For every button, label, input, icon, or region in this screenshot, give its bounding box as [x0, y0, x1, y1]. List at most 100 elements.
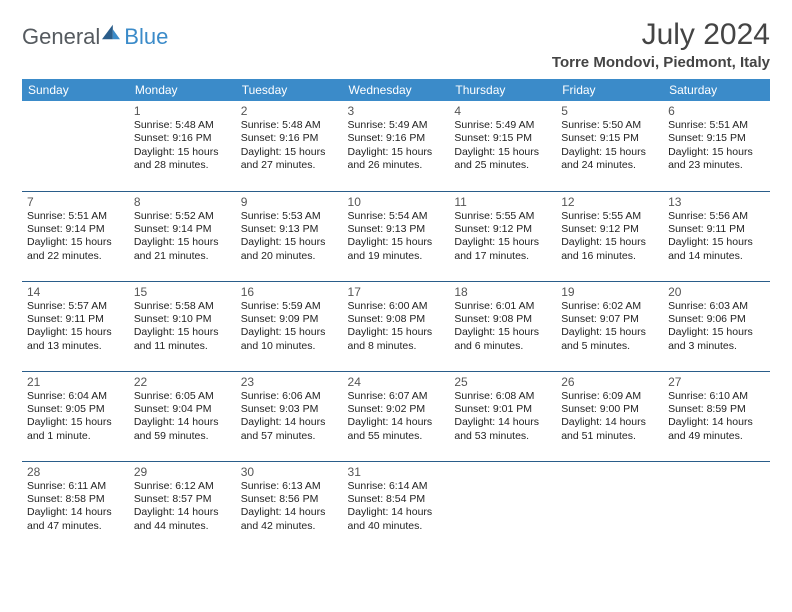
day-sunrise: Sunrise: 6:08 AM: [454, 390, 551, 403]
day-sunrise: Sunrise: 5:59 AM: [241, 300, 338, 313]
day-daylight1: Daylight: 14 hours: [241, 416, 338, 429]
day-number: 7: [27, 195, 124, 209]
calendar-day-cell: 15Sunrise: 5:58 AMSunset: 9:10 PMDayligh…: [129, 281, 236, 371]
day-daylight1: Daylight: 15 hours: [27, 326, 124, 339]
day-daylight2: and 57 minutes.: [241, 430, 338, 443]
calendar-day-cell: 22Sunrise: 6:05 AMSunset: 9:04 PMDayligh…: [129, 371, 236, 461]
day-number: 19: [561, 285, 658, 299]
day-sunrise: Sunrise: 5:58 AM: [134, 300, 231, 313]
day-sunset: Sunset: 9:13 PM: [348, 223, 445, 236]
day-daylight1: Daylight: 15 hours: [561, 236, 658, 249]
day-daylight2: and 26 minutes.: [348, 159, 445, 172]
day-number: 11: [454, 195, 551, 209]
day-number: 22: [134, 375, 231, 389]
day-daylight1: Daylight: 15 hours: [27, 236, 124, 249]
day-sunrise: Sunrise: 5:53 AM: [241, 210, 338, 223]
day-daylight1: Daylight: 15 hours: [27, 416, 124, 429]
calendar-day-cell: 1Sunrise: 5:48 AMSunset: 9:16 PMDaylight…: [129, 101, 236, 191]
calendar-day-cell: 24Sunrise: 6:07 AMSunset: 9:02 PMDayligh…: [343, 371, 450, 461]
day-sunrise: Sunrise: 5:48 AM: [241, 119, 338, 132]
calendar-day-cell: 11Sunrise: 5:55 AMSunset: 9:12 PMDayligh…: [449, 191, 556, 281]
day-daylight1: Daylight: 14 hours: [561, 416, 658, 429]
day-daylight2: and 22 minutes.: [27, 250, 124, 263]
day-daylight2: and 14 minutes.: [668, 250, 765, 263]
calendar-day-cell: 31Sunrise: 6:14 AMSunset: 8:54 PMDayligh…: [343, 461, 450, 551]
day-daylight1: Daylight: 15 hours: [241, 146, 338, 159]
weekday-header: Wednesday: [343, 79, 450, 101]
day-daylight2: and 13 minutes.: [27, 340, 124, 353]
day-number: 25: [454, 375, 551, 389]
day-sunset: Sunset: 8:54 PM: [348, 493, 445, 506]
day-sunrise: Sunrise: 5:54 AM: [348, 210, 445, 223]
calendar-day-cell: 14Sunrise: 5:57 AMSunset: 9:11 PMDayligh…: [22, 281, 129, 371]
day-daylight2: and 51 minutes.: [561, 430, 658, 443]
day-number: 15: [134, 285, 231, 299]
day-sunrise: Sunrise: 6:11 AM: [27, 480, 124, 493]
day-daylight1: Daylight: 14 hours: [241, 506, 338, 519]
calendar-day-cell: 20Sunrise: 6:03 AMSunset: 9:06 PMDayligh…: [663, 281, 770, 371]
day-number: 10: [348, 195, 445, 209]
day-sunrise: Sunrise: 6:10 AM: [668, 390, 765, 403]
calendar-week-row: 28Sunrise: 6:11 AMSunset: 8:58 PMDayligh…: [22, 461, 770, 551]
brand-part1: General: [22, 24, 100, 50]
calendar-day-cell: 5Sunrise: 5:50 AMSunset: 9:15 PMDaylight…: [556, 101, 663, 191]
day-daylight1: Daylight: 14 hours: [454, 416, 551, 429]
day-sunset: Sunset: 9:01 PM: [454, 403, 551, 416]
day-daylight2: and 19 minutes.: [348, 250, 445, 263]
calendar-week-row: 21Sunrise: 6:04 AMSunset: 9:05 PMDayligh…: [22, 371, 770, 461]
day-sunset: Sunset: 9:16 PM: [241, 132, 338, 145]
day-daylight1: Daylight: 14 hours: [348, 416, 445, 429]
calendar-day-cell: 19Sunrise: 6:02 AMSunset: 9:07 PMDayligh…: [556, 281, 663, 371]
calendar-day-cell: 25Sunrise: 6:08 AMSunset: 9:01 PMDayligh…: [449, 371, 556, 461]
calendar-day-cell: 4Sunrise: 5:49 AMSunset: 9:15 PMDaylight…: [449, 101, 556, 191]
brand-sail-icon: [100, 23, 122, 41]
day-daylight2: and 16 minutes.: [561, 250, 658, 263]
day-daylight1: Daylight: 15 hours: [561, 146, 658, 159]
day-sunset: Sunset: 8:56 PM: [241, 493, 338, 506]
day-sunrise: Sunrise: 5:49 AM: [454, 119, 551, 132]
day-sunset: Sunset: 9:15 PM: [454, 132, 551, 145]
day-sunrise: Sunrise: 6:13 AM: [241, 480, 338, 493]
day-sunset: Sunset: 9:11 PM: [27, 313, 124, 326]
day-daylight1: Daylight: 15 hours: [668, 326, 765, 339]
day-number: 27: [668, 375, 765, 389]
weekday-header: Thursday: [449, 79, 556, 101]
day-daylight2: and 59 minutes.: [134, 430, 231, 443]
day-daylight2: and 28 minutes.: [134, 159, 231, 172]
day-sunset: Sunset: 9:09 PM: [241, 313, 338, 326]
day-sunset: Sunset: 8:57 PM: [134, 493, 231, 506]
day-sunrise: Sunrise: 5:50 AM: [561, 119, 658, 132]
day-sunset: Sunset: 9:10 PM: [134, 313, 231, 326]
day-sunset: Sunset: 9:16 PM: [134, 132, 231, 145]
day-daylight2: and 20 minutes.: [241, 250, 338, 263]
brand-part2: Blue: [124, 24, 168, 50]
calendar-day-cell: 29Sunrise: 6:12 AMSunset: 8:57 PMDayligh…: [129, 461, 236, 551]
calendar-day-cell: 23Sunrise: 6:06 AMSunset: 9:03 PMDayligh…: [236, 371, 343, 461]
calendar-day-cell: 16Sunrise: 5:59 AMSunset: 9:09 PMDayligh…: [236, 281, 343, 371]
day-number: 21: [27, 375, 124, 389]
location-label: Torre Mondovi, Piedmont, Italy: [552, 54, 770, 71]
calendar-day-cell: 13Sunrise: 5:56 AMSunset: 9:11 PMDayligh…: [663, 191, 770, 281]
day-daylight2: and 40 minutes.: [348, 520, 445, 533]
day-daylight1: Daylight: 15 hours: [348, 326, 445, 339]
day-sunrise: Sunrise: 5:57 AM: [27, 300, 124, 313]
calendar-page: General Blue July 2024 Torre Mondovi, Pi…: [0, 0, 792, 551]
day-sunrise: Sunrise: 6:12 AM: [134, 480, 231, 493]
day-sunrise: Sunrise: 6:02 AM: [561, 300, 658, 313]
day-daylight1: Daylight: 14 hours: [134, 506, 231, 519]
day-sunset: Sunset: 9:16 PM: [348, 132, 445, 145]
day-sunset: Sunset: 9:13 PM: [241, 223, 338, 236]
day-sunset: Sunset: 9:12 PM: [454, 223, 551, 236]
calendar-day-cell: 10Sunrise: 5:54 AMSunset: 9:13 PMDayligh…: [343, 191, 450, 281]
day-sunrise: Sunrise: 6:06 AM: [241, 390, 338, 403]
day-sunset: Sunset: 9:12 PM: [561, 223, 658, 236]
day-daylight2: and 44 minutes.: [134, 520, 231, 533]
day-sunrise: Sunrise: 6:14 AM: [348, 480, 445, 493]
day-daylight1: Daylight: 15 hours: [134, 146, 231, 159]
day-daylight1: Daylight: 14 hours: [668, 416, 765, 429]
day-sunrise: Sunrise: 6:09 AM: [561, 390, 658, 403]
calendar-day-cell: [449, 461, 556, 551]
day-number: 31: [348, 465, 445, 479]
day-sunset: Sunset: 9:08 PM: [454, 313, 551, 326]
day-number: 30: [241, 465, 338, 479]
